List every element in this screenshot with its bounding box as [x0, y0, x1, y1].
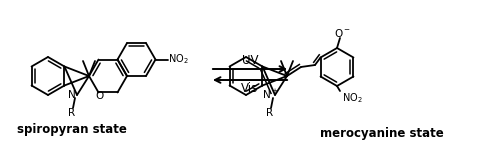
Text: O: O	[96, 92, 104, 101]
Text: merocyanine state: merocyanine state	[320, 128, 444, 140]
Text: R: R	[68, 108, 75, 118]
Text: $\mathregular{NO_2}$: $\mathregular{NO_2}$	[168, 53, 189, 66]
Text: O$^-$: O$^-$	[334, 27, 350, 39]
Text: N: N	[68, 90, 76, 100]
Text: $\mathregular{NO_2}$: $\mathregular{NO_2}$	[342, 91, 362, 105]
Text: R: R	[266, 108, 274, 118]
Text: spiropyran state: spiropyran state	[17, 123, 127, 136]
Text: UV: UV	[242, 55, 258, 67]
Text: Vis: Vis	[242, 81, 258, 95]
Text: N$^+$: N$^+$	[262, 87, 278, 101]
